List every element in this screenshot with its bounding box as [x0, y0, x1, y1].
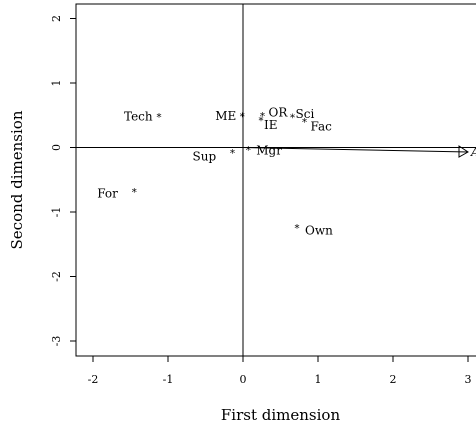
point-or: * OR [260, 105, 288, 122]
y-tick-label: -2 [50, 271, 63, 282]
point-label: ME [215, 109, 236, 123]
point-marker: * [157, 113, 162, 124]
x-axis-ticks: -2 -1 0 1 2 3 [88, 356, 472, 386]
point-label: Mgr [256, 143, 282, 157]
point-sci: * Sci [290, 107, 314, 124]
point-fac: * Fac [302, 118, 332, 134]
x-tick-label: -1 [163, 373, 174, 386]
data-points: *Tech *ME * OR * Sci* IE * Fac* Mgr*Sup*For* Own [97, 105, 333, 237]
point-mgr: * Mgr [246, 143, 282, 157]
arrow-label: A [470, 145, 476, 159]
point-label: For [97, 186, 118, 200]
point-label: Own [305, 223, 333, 237]
y-axis-title: Second dimension [8, 110, 26, 249]
point-me: * ME [215, 109, 245, 123]
x-tick-label: -2 [88, 373, 99, 386]
x-axis-title: First dimension [221, 406, 341, 424]
point-ie: * IE [259, 116, 278, 132]
point-label: Fac [311, 120, 333, 134]
y-tick-label: -3 [50, 336, 63, 347]
point-label: Sci [296, 107, 315, 121]
x-tick-label: 0 [240, 373, 247, 386]
reference-lines [76, 4, 476, 356]
point-own: * Own [295, 223, 334, 237]
point-label: Tech [124, 110, 153, 124]
point-marker: * [290, 113, 295, 124]
point-marker: * [246, 145, 251, 156]
point-marker: * [260, 111, 265, 122]
plot-frame [75, 3, 476, 357]
x-tick-label: 3 [465, 373, 472, 386]
point-marker: * [259, 116, 264, 127]
y-tick-label: 1 [50, 80, 63, 87]
point-tech: * Tech [124, 110, 162, 124]
point-label: IE [264, 118, 278, 132]
y-tick-label: 0 [50, 144, 63, 151]
point-marker: * [240, 112, 245, 123]
point-for: * For [97, 186, 137, 200]
point-sup: * Sup [193, 149, 236, 164]
direction-arrow: A [242, 145, 476, 159]
point-marker: * [230, 149, 235, 160]
point-label: Sup [193, 150, 217, 164]
y-tick-label: 2 [50, 15, 63, 22]
y-axis-ticks: -3 -2 -1 0 1 2 [50, 15, 76, 346]
point-marker: * [302, 118, 307, 129]
x-tick-label: 1 [315, 373, 322, 386]
point-marker: * [295, 223, 300, 234]
point-marker: * [132, 187, 137, 198]
plot-border [75, 3, 476, 357]
arrow-head [458, 145, 469, 158]
point-label: OR [269, 105, 289, 119]
arrow-shaft [242, 147, 469, 153]
y-tick-label: -1 [50, 207, 63, 218]
x-tick-label: 2 [390, 373, 397, 386]
